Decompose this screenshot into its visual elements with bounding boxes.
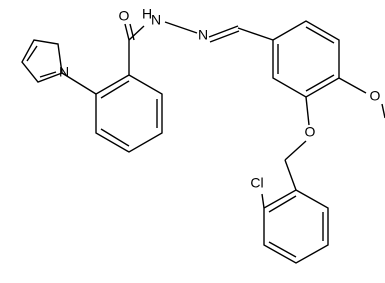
benzene-ring: [95, 74, 163, 153]
atom-label: O: [119, 8, 130, 24]
double-bond: [39, 71, 57, 78]
bond: [128, 25, 145, 41]
double-bond: [26, 45, 38, 62]
bond: [305, 96, 310, 126]
bond: [284, 159, 297, 191]
bond: [261, 193, 265, 209]
double-bond: [100, 128, 130, 147]
bond: [164, 21, 198, 34]
bond: [284, 140, 307, 161]
bond: [338, 77, 367, 94]
bond: [61, 72, 97, 95]
atom-label: O: [305, 124, 316, 140]
benzene-ring: [263, 189, 329, 264]
atom-label: H: [142, 6, 152, 22]
double-bond: [305, 26, 335, 44]
atom-label: N: [151, 12, 161, 28]
double-bond: [209, 30, 240, 43]
atom-label: O: [370, 88, 381, 104]
bonds: [21, 20, 385, 264]
atom-label: N: [59, 64, 69, 80]
atom-labels: O H N N N O O Cl: [59, 6, 381, 191]
double-bond: [305, 74, 335, 92]
pyrrole-ring: [21, 39, 63, 83]
double-bond: [268, 241, 297, 258]
double-bond: [208, 25, 239, 38]
double-bond: [129, 23, 135, 41]
atom-label: Cl: [250, 175, 263, 191]
atom-label: N: [198, 27, 208, 43]
double-bond: [268, 195, 297, 213]
double-bond: [124, 23, 130, 41]
benzene-ring: [272, 20, 340, 98]
bond: [237, 27, 274, 41]
double-bond: [100, 80, 130, 99]
